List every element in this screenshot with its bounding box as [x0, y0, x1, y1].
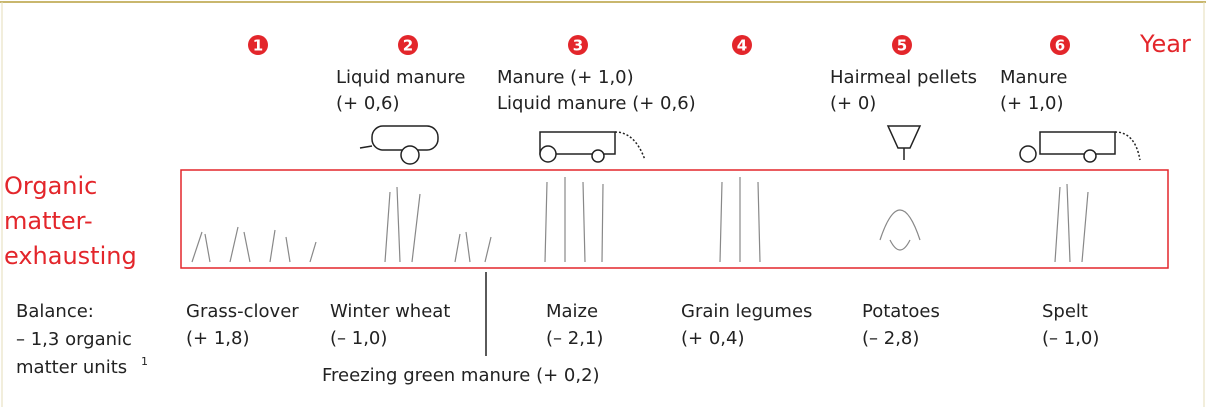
crop-name: Spelt [1042, 301, 1088, 322]
year-number: 6 [1055, 37, 1065, 55]
year-label: Year [1139, 30, 1191, 58]
side-label: matter- [4, 207, 93, 235]
year-number: 5 [897, 37, 907, 55]
fertilizer-text: (+ 0) [830, 93, 876, 114]
spreader-icon [540, 132, 645, 162]
balance-text: – 1,3 organic [16, 329, 132, 350]
diagram: 1 2 3 4 5 6 Year Liquid manure (+ 0,6) Manure (+ … [0, 0, 1206, 407]
fertilizer-text: (+ 0,6) [336, 93, 399, 114]
year-number: 3 [573, 37, 583, 55]
tanker-icon [360, 126, 438, 164]
fertilizer-text: Manure [1000, 67, 1067, 88]
year-number: 4 [737, 37, 747, 55]
canvas: 1 2 3 4 5 6 Year Liquid manure (+ 0,6) Manure (+ … [0, 0, 1206, 407]
crop-name: Maize [546, 301, 598, 322]
side-label: exhausting [4, 242, 137, 270]
balance-text: Balance: [16, 301, 94, 322]
year-number: 1 [253, 37, 263, 55]
side-label: Organic [4, 172, 97, 200]
spreader-icon [1020, 132, 1140, 162]
fertilizer-text: Manure (+ 1,0) [497, 67, 634, 88]
balance-text: matter units [16, 357, 127, 378]
fertilizer-text: Liquid manure (+ 0,6) [497, 93, 696, 114]
crop-balance: (– 2,1) [546, 328, 603, 349]
crop-name: Grass-clover [186, 301, 299, 322]
footnote-mark: 1 [141, 355, 148, 368]
crop-balance: (+ 0,4) [681, 328, 744, 349]
crop-name: Potatoes [862, 301, 940, 322]
fertilizer-text: Liquid manure [336, 67, 465, 88]
crop-balance: (– 1,0) [1042, 328, 1099, 349]
crop-name: Winter wheat [330, 301, 450, 322]
crop-balance: (– 2,8) [862, 328, 919, 349]
crop-balance: (+ 1,8) [186, 328, 249, 349]
fertilizer-text: Hairmeal pellets [830, 67, 977, 88]
crop-balance: (– 1,0) [330, 328, 387, 349]
crop-box [181, 170, 1168, 268]
plants [192, 177, 1088, 262]
crop-name: Grain legumes [681, 301, 812, 322]
year-number: 2 [403, 37, 413, 55]
intercrop-text: Freezing green manure (+ 0,2) [322, 365, 600, 386]
fertilizer-text: (+ 1,0) [1000, 93, 1063, 114]
hopper-icon [888, 126, 920, 160]
